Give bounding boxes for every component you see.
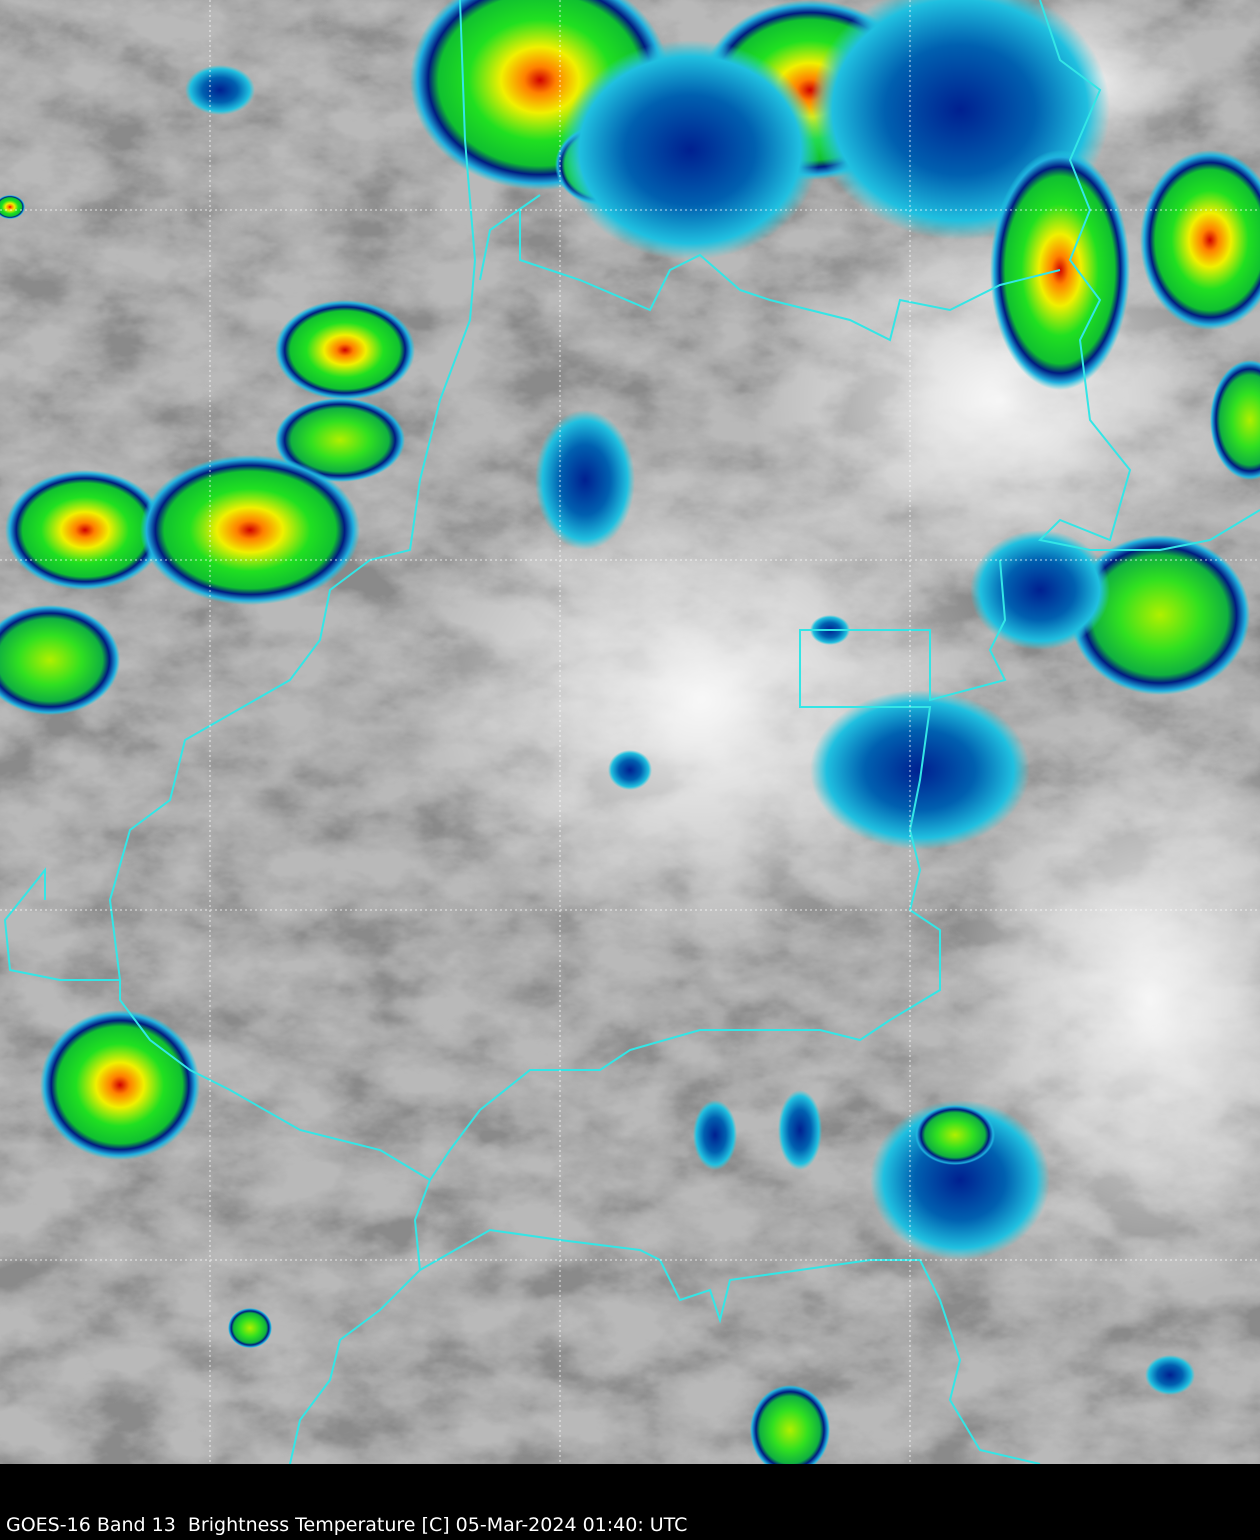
storm-cell [778, 1090, 822, 1170]
border-line [419, 1228, 1041, 1464]
border-line [289, 1179, 431, 1464]
storm-cell [1070, 535, 1250, 695]
border-line [1037, 0, 1260, 551]
storm-cell [970, 530, 1110, 650]
satellite-map [0, 0, 1260, 1464]
storm-cell [1145, 1355, 1195, 1395]
storm-cell [915, 1105, 995, 1165]
storm-cell [608, 750, 652, 790]
political-borders [3, 0, 1260, 1464]
storm-cell [0, 195, 25, 219]
image-caption: GOES-16 Band 13 Brightness Temperature [… [6, 1514, 688, 1536]
storm-cell [40, 1010, 200, 1160]
storm-cell [535, 410, 635, 550]
storm-cell [870, 1100, 1050, 1260]
storm-cell [750, 1385, 830, 1464]
storm-cell [1210, 360, 1260, 480]
storm-cell [693, 1100, 737, 1170]
storm-cell [185, 65, 255, 115]
lat-lon-grid [0, 0, 1260, 1464]
border-line [519, 210, 1061, 342]
storm-cell [140, 455, 360, 605]
border-line [119, 559, 1007, 1182]
storm-cell [810, 690, 1030, 850]
storm-cell [1140, 150, 1260, 330]
border-line [479, 194, 541, 281]
storm-cell [275, 300, 415, 400]
storm-cell [560, 40, 820, 260]
storm-cell [0, 605, 120, 715]
border-line [3, 0, 477, 981]
storm-cell [228, 1308, 272, 1348]
storm-cell [275, 398, 405, 482]
